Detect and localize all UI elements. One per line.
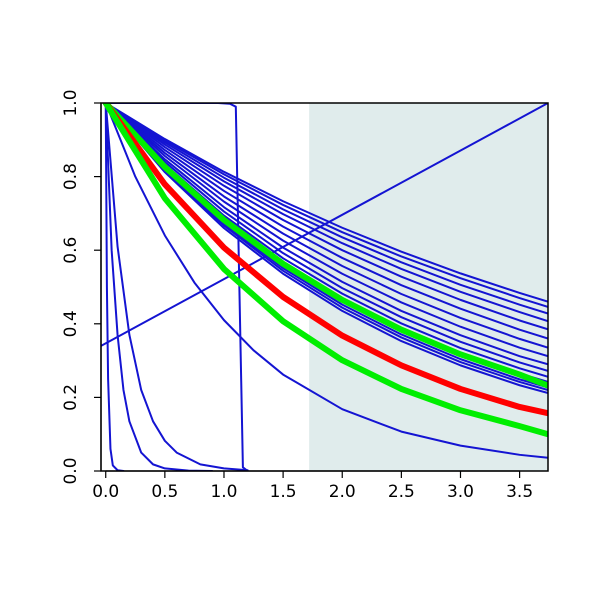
series-line-3 [104, 103, 548, 315]
x-tick-label: 1.0 [210, 482, 237, 502]
series-line-16 [104, 103, 548, 459]
x-tick-label: 0.0 [92, 482, 119, 502]
y-tick-label: 1.0 [61, 89, 81, 116]
series-line-5 [104, 103, 548, 331]
series-layer [101, 103, 548, 471]
x-tick-label: 3.5 [506, 482, 533, 502]
x-tick-label: 1.5 [270, 482, 297, 502]
series-line-7 [104, 103, 548, 349]
x-tick-label: 3.0 [447, 482, 474, 502]
series-line-18 [104, 103, 214, 471]
series-line-22 [102, 103, 548, 389]
series-line-4 [104, 103, 548, 323]
x-axis: 0.0 0.5 1.0 1.5 2.0 2.5 3.0 3.5 [92, 470, 533, 502]
x-tick-label: 2.5 [388, 482, 415, 502]
series-line-6 [104, 103, 548, 340]
series-line-8 [104, 103, 548, 358]
series-line-21 [101, 103, 548, 347]
y-tick-label: 0.2 [61, 384, 81, 411]
series-line-10 [104, 103, 548, 372]
series-line-17 [104, 103, 249, 471]
series-line-14 [104, 103, 548, 392]
series-line-15 [104, 103, 548, 394]
series-line-23 [102, 103, 548, 417]
y-tick-label: 0.4 [61, 310, 81, 337]
series-line-9 [104, 103, 548, 366]
series-line-2 [104, 103, 548, 308]
y-tick-label: 0.8 [61, 163, 81, 190]
series-line-1 [104, 103, 548, 303]
y-axis: 0.0 0.2 0.4 0.6 0.8 1.0 [61, 89, 102, 485]
series-line-24 [102, 103, 548, 438]
x-tick-label: 2.0 [329, 482, 356, 502]
series-line-20 [104, 103, 249, 471]
x-tick-label: 0.5 [151, 482, 178, 502]
y-tick-label: 0.0 [61, 457, 81, 484]
y-tick-label: 0.6 [61, 237, 81, 264]
